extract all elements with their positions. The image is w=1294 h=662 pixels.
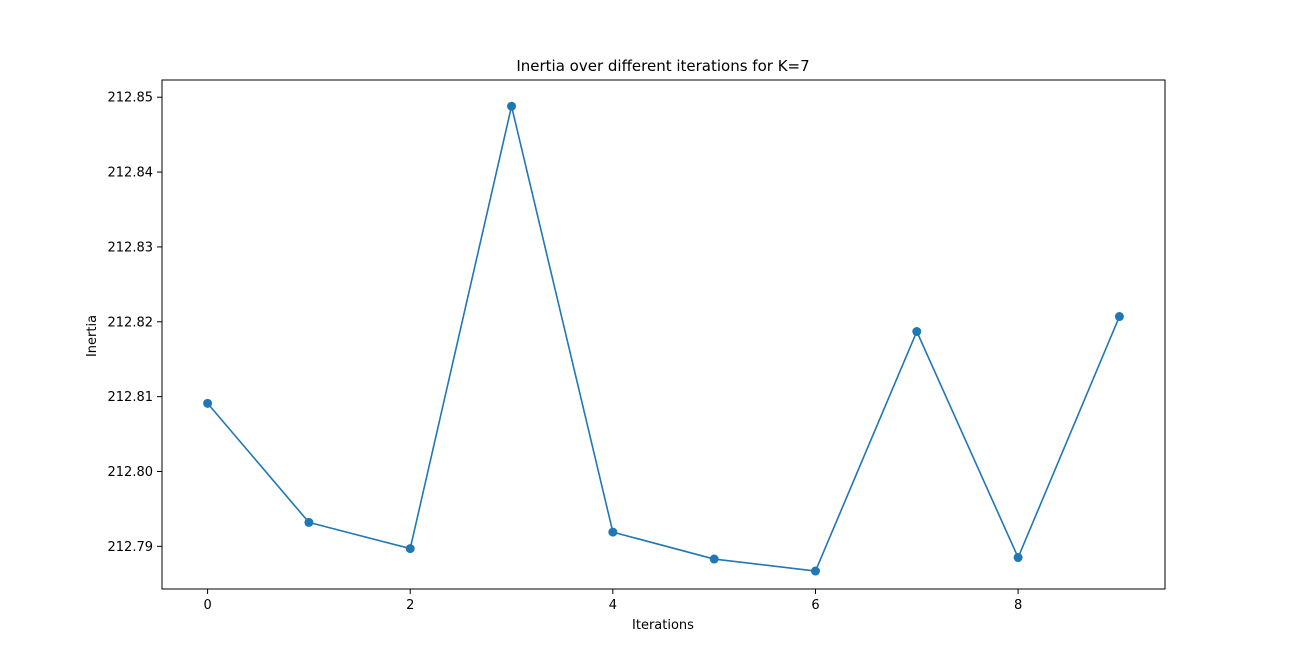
chart-title: Inertia over different iterations for K=…: [516, 57, 809, 75]
x-tick-label: 6: [811, 598, 819, 613]
data-point: [709, 554, 719, 564]
data-point: [608, 527, 618, 537]
data-point: [304, 517, 314, 527]
series-layer: [203, 101, 1124, 576]
y-tick-label: 212.79: [108, 540, 154, 555]
x-tick-label: 0: [203, 598, 211, 613]
data-point: [1114, 312, 1124, 322]
y-tick-label: 212.80: [108, 465, 154, 480]
y-tick-label: 212.82: [108, 315, 154, 330]
series-line: [206, 105, 1121, 572]
data-point: [1013, 553, 1023, 563]
data-point: [912, 327, 922, 337]
x-tick-label: 4: [609, 598, 617, 613]
data-point: [405, 544, 415, 554]
x-tick-label: 2: [406, 598, 414, 613]
y-axis: 212.79 212.80 212.81 212.82 212.83 212.84 212.…: [108, 91, 162, 555]
data-point: [507, 101, 517, 111]
y-tick-label: 212.84: [108, 166, 154, 181]
y-tick-label: 212.83: [108, 240, 154, 255]
y-axis-label: Inertia: [85, 315, 100, 357]
y-tick-label: 212.85: [108, 91, 154, 106]
y-tick-label: 212.81: [108, 390, 154, 405]
data-point: [810, 566, 820, 576]
x-tick-label: 8: [1014, 598, 1022, 613]
x-axis: 0 2 4 6 8: [203, 589, 1022, 613]
plot-area-frame: [161, 79, 1166, 590]
data-point: [203, 398, 213, 408]
x-axis-label: Iterations: [632, 618, 694, 633]
